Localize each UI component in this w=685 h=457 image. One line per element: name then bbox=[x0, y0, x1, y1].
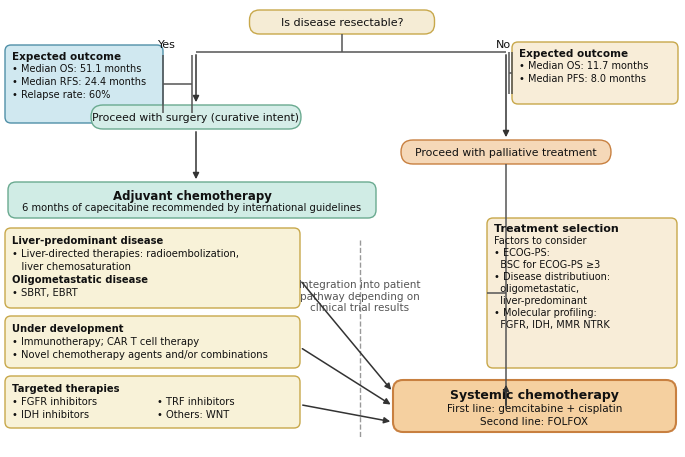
Text: Expected outcome: Expected outcome bbox=[12, 52, 121, 62]
Text: Is disease resectable?: Is disease resectable? bbox=[281, 18, 403, 28]
Text: Oligometastatic disease: Oligometastatic disease bbox=[12, 275, 148, 285]
FancyBboxPatch shape bbox=[512, 42, 678, 104]
FancyBboxPatch shape bbox=[5, 316, 300, 368]
FancyBboxPatch shape bbox=[393, 380, 676, 432]
Text: Treatment selection: Treatment selection bbox=[494, 224, 619, 234]
Text: Under development: Under development bbox=[12, 324, 123, 334]
Text: liver-predominant: liver-predominant bbox=[494, 296, 587, 306]
Text: • Median OS: 51.1 months: • Median OS: 51.1 months bbox=[12, 64, 141, 74]
Text: • Novel chemotherapy agents and/or combinations: • Novel chemotherapy agents and/or combi… bbox=[12, 350, 268, 360]
FancyBboxPatch shape bbox=[5, 228, 300, 308]
FancyBboxPatch shape bbox=[5, 376, 300, 428]
Text: • ECOG-PS:: • ECOG-PS: bbox=[494, 248, 550, 258]
FancyBboxPatch shape bbox=[91, 105, 301, 129]
Text: • Immunotherapy; CAR T cell therapy: • Immunotherapy; CAR T cell therapy bbox=[12, 337, 199, 347]
Text: oligometastatic,: oligometastatic, bbox=[494, 284, 579, 294]
Text: Targeted therapies: Targeted therapies bbox=[12, 384, 119, 394]
Text: First line: gemcitabine + cisplatin: First line: gemcitabine + cisplatin bbox=[447, 404, 622, 414]
Text: • Median PFS: 8.0 months: • Median PFS: 8.0 months bbox=[519, 74, 646, 84]
Text: • SBRT, EBRT: • SBRT, EBRT bbox=[12, 288, 78, 298]
Text: • Median RFS: 24.4 months: • Median RFS: 24.4 months bbox=[12, 77, 146, 87]
Text: Factors to consider: Factors to consider bbox=[494, 236, 586, 246]
FancyBboxPatch shape bbox=[5, 45, 163, 123]
FancyBboxPatch shape bbox=[8, 182, 376, 218]
Text: • Molecular profiling:: • Molecular profiling: bbox=[494, 308, 597, 318]
Text: Proceed with surgery (curative intent): Proceed with surgery (curative intent) bbox=[92, 113, 299, 123]
Text: • FGFR inhibitors: • FGFR inhibitors bbox=[12, 397, 97, 407]
Text: 6 months of capecitabine recommended by international guidelines: 6 months of capecitabine recommended by … bbox=[23, 203, 362, 213]
Text: BSC for ECOG-PS ≥3: BSC for ECOG-PS ≥3 bbox=[494, 260, 600, 270]
Text: FGFR, IDH, MMR NTRK: FGFR, IDH, MMR NTRK bbox=[494, 320, 610, 330]
Text: Integration into patient
pathway depending on
clinical trial results: Integration into patient pathway dependi… bbox=[299, 280, 421, 313]
Text: Systemic chemotherapy: Systemic chemotherapy bbox=[450, 389, 619, 402]
Text: Liver-predominant disease: Liver-predominant disease bbox=[12, 236, 163, 246]
FancyBboxPatch shape bbox=[249, 10, 434, 34]
Text: • Liver-directed therapies: radioembolization,: • Liver-directed therapies: radioemboliz… bbox=[12, 249, 239, 259]
FancyBboxPatch shape bbox=[401, 140, 611, 164]
Text: • IDH inhibitors: • IDH inhibitors bbox=[12, 410, 89, 420]
Text: • Others: WNT: • Others: WNT bbox=[157, 410, 229, 420]
Text: Adjuvant chemotherapy: Adjuvant chemotherapy bbox=[112, 190, 271, 203]
Text: No: No bbox=[496, 40, 511, 50]
Text: • TRF inhibitors: • TRF inhibitors bbox=[157, 397, 235, 407]
Text: Expected outcome: Expected outcome bbox=[519, 49, 628, 59]
Text: Proceed with palliative treatment: Proceed with palliative treatment bbox=[415, 148, 597, 158]
FancyBboxPatch shape bbox=[487, 218, 677, 368]
Text: liver chemosaturation: liver chemosaturation bbox=[12, 262, 131, 272]
Text: Second line: FOLFOX: Second line: FOLFOX bbox=[480, 417, 588, 427]
Text: • Disease distributiuon:: • Disease distributiuon: bbox=[494, 272, 610, 282]
Text: • Relapse rate: 60%: • Relapse rate: 60% bbox=[12, 90, 110, 100]
Text: • Median OS: 11.7 months: • Median OS: 11.7 months bbox=[519, 61, 649, 71]
Text: Yes: Yes bbox=[158, 40, 176, 50]
